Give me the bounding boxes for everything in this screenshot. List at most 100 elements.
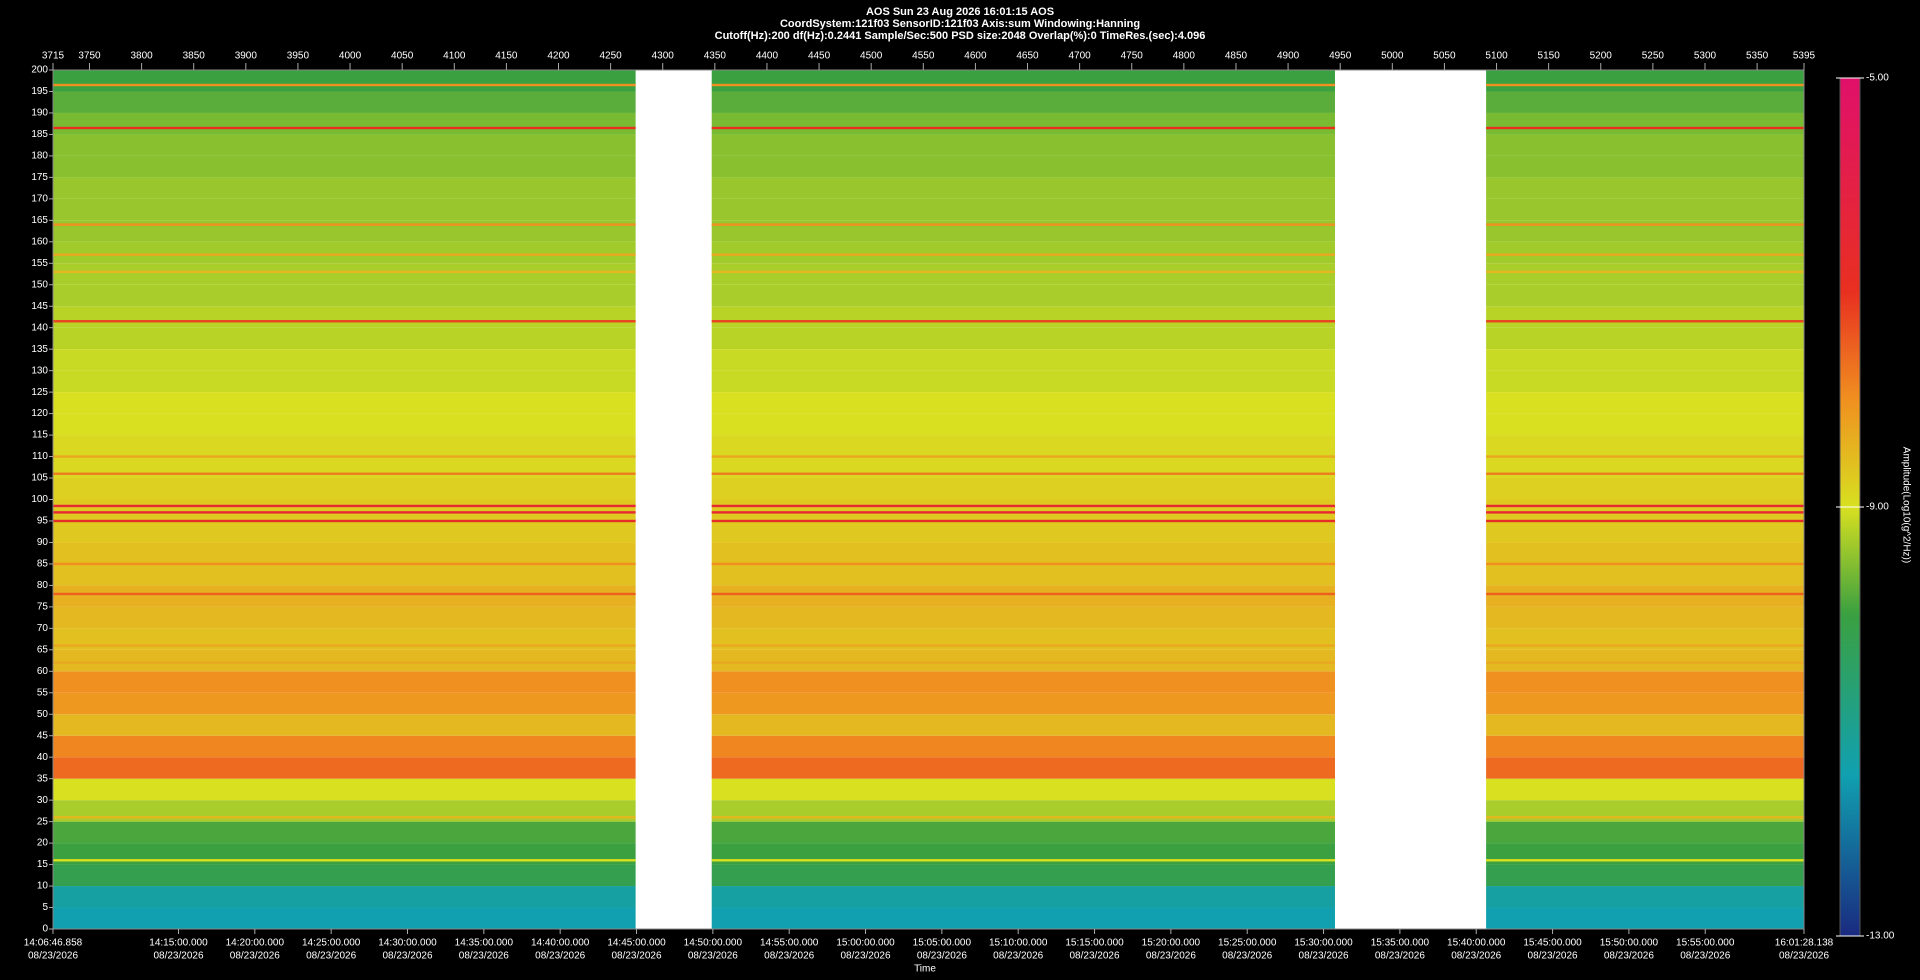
time-tick-date: 08/23/2026 — [1451, 951, 1501, 962]
heat-cell — [1486, 198, 1804, 221]
heat-cell — [711, 649, 1335, 672]
x-axis-label: Time — [914, 964, 936, 975]
tonal-line — [53, 519, 636, 523]
tonal-line — [1486, 644, 1804, 647]
chart-title: AOS Sun 23 Aug 2026 16:01:15 AOS — [866, 6, 1054, 18]
y-tick-label: 15 — [37, 859, 49, 870]
y-tick-label: 40 — [37, 752, 49, 763]
y-tick-label: 65 — [37, 644, 49, 655]
heat-cell — [53, 714, 636, 736]
tonal-line — [711, 504, 1335, 508]
y-tick-label: 120 — [31, 408, 48, 419]
heat-cell — [1486, 886, 1804, 908]
x-tick-label: 4150 — [495, 51, 518, 62]
heat-cell — [1486, 520, 1804, 543]
time-tick-label: 14:06:46.858 — [24, 938, 83, 949]
time-tick-date: 08/23/2026 — [1222, 951, 1272, 962]
y-tick-label: 45 — [37, 730, 49, 741]
heat-cell — [53, 392, 636, 414]
tonal-line — [53, 253, 636, 256]
heat-cell — [711, 671, 1335, 693]
heat-cell — [711, 112, 1335, 135]
y-tick-label: 180 — [31, 151, 48, 162]
heat-cell — [53, 907, 636, 929]
heat-cell — [1486, 155, 1804, 178]
heat-cell — [1486, 757, 1804, 779]
tonal-line — [53, 511, 636, 514]
heat-cell — [53, 520, 636, 543]
tonal-line — [1486, 320, 1804, 323]
heat-cell — [53, 585, 636, 607]
heat-cell — [1486, 585, 1804, 607]
heat-cell — [53, 263, 636, 285]
heat-cell — [711, 907, 1335, 929]
y-tick-label: 85 — [37, 559, 49, 570]
heat-cell — [53, 692, 636, 715]
y-tick-label: 75 — [37, 602, 49, 613]
y-tick-label: 55 — [37, 687, 49, 698]
heat-cell — [53, 134, 636, 156]
y-tick-label: 130 — [31, 365, 48, 376]
heat-cell — [53, 563, 636, 586]
heat-cell — [711, 520, 1335, 543]
x-tick-label: 4250 — [599, 51, 622, 62]
heat-cell — [711, 370, 1335, 393]
heat-cell — [711, 134, 1335, 156]
heat-cell — [53, 284, 636, 307]
time-tick-label: 15:25:00.000 — [1218, 938, 1277, 949]
heat-cell — [711, 757, 1335, 779]
heat-cell — [53, 606, 636, 629]
y-tick-label: 20 — [37, 838, 49, 849]
y-tick-label: 10 — [37, 881, 49, 892]
heat-cell — [53, 112, 636, 135]
heat-cell — [711, 478, 1335, 500]
tonal-line — [53, 455, 636, 458]
tonal-line — [53, 592, 636, 596]
heat-cell — [53, 435, 636, 457]
x-tick-label: 4000 — [339, 51, 362, 62]
x-tick-label: 3715 — [42, 51, 65, 62]
time-tick-label: 15:45:00.000 — [1523, 938, 1582, 949]
heat-cell — [711, 435, 1335, 457]
heat-cell — [1486, 907, 1804, 929]
heat-cell — [53, 499, 636, 521]
time-tick-date: 08/23/2026 — [1680, 951, 1730, 962]
tonal-line — [711, 661, 1335, 664]
tonal-line — [53, 504, 636, 508]
time-tick-label: 15:40:00.000 — [1447, 938, 1506, 949]
heat-cell — [1486, 735, 1804, 758]
time-tick-label: 15:15:00.000 — [1065, 938, 1124, 949]
x-tick-label: 4100 — [443, 51, 466, 62]
time-tick-label: 15:50:00.000 — [1600, 938, 1659, 949]
heat-cell — [1486, 177, 1804, 199]
y-tick-label: 60 — [37, 666, 49, 677]
tonal-line — [1486, 562, 1804, 566]
heat-cell — [1486, 864, 1804, 887]
heat-cell — [53, 198, 636, 221]
tonal-line — [1486, 270, 1804, 274]
heat-cell — [1486, 606, 1804, 629]
y-tick-label: 0 — [42, 924, 48, 935]
chart-subtitle: CoordSystem:121f03 SensorID:121f03 Axis:… — [780, 18, 1140, 30]
x-tick-label: 5395 — [1793, 51, 1816, 62]
time-tick-label: 15:00:00.000 — [836, 938, 895, 949]
x-tick-label: 4850 — [1225, 51, 1248, 62]
heat-cell — [53, 778, 636, 801]
time-tick-date: 08/23/2026 — [230, 951, 280, 962]
heat-cell — [711, 177, 1335, 199]
heat-cell — [1486, 284, 1804, 307]
tonal-line — [1486, 126, 1804, 130]
heat-cell — [1486, 392, 1804, 414]
heat-cell — [1486, 306, 1804, 328]
x-tick-label: 3900 — [235, 51, 258, 62]
x-tick-label: 5300 — [1694, 51, 1717, 62]
tonal-line — [1486, 661, 1804, 664]
tonal-line — [711, 644, 1335, 647]
heat-cell — [53, 542, 636, 564]
tonal-line — [53, 661, 636, 664]
time-tick-date: 08/23/2026 — [1375, 951, 1425, 962]
tonal-line — [1486, 519, 1804, 523]
x-tick-label: 4400 — [756, 51, 779, 62]
heat-cell — [53, 327, 636, 350]
y-tick-label: 30 — [37, 795, 49, 806]
